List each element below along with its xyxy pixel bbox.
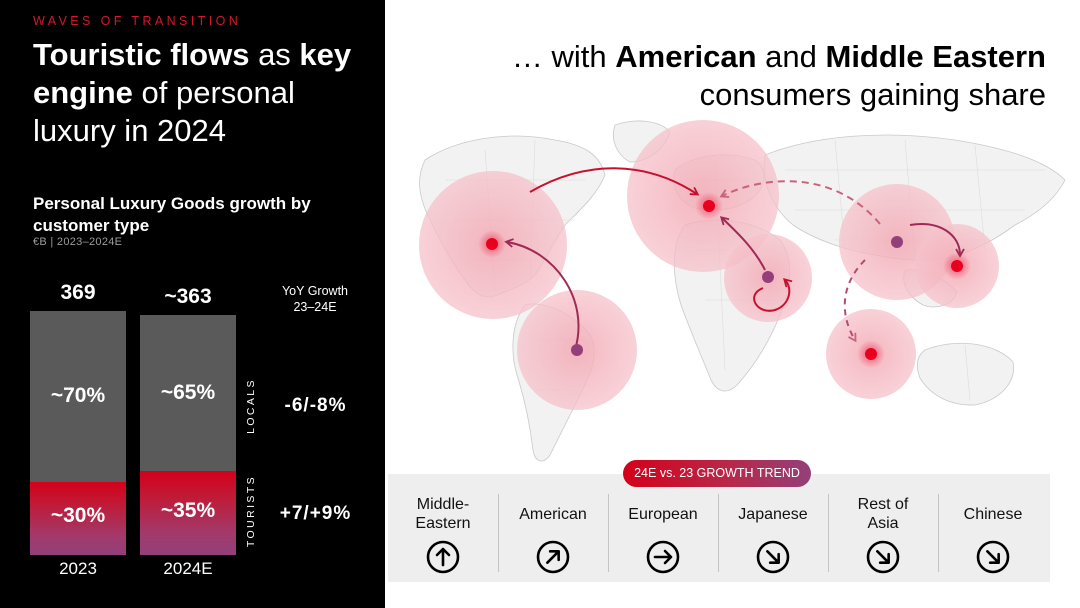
dot-europe bbox=[703, 200, 715, 212]
left-panel: WAVES OF TRANSITION Touristic flows as k… bbox=[0, 0, 385, 608]
chart-title: Personal Luxury Goods growth by customer… bbox=[33, 194, 311, 235]
flow-arrows bbox=[504, 167, 965, 351]
arrow-middleeast-loop bbox=[753, 278, 793, 312]
bar-category-label: 2024E bbox=[163, 559, 213, 578]
growth-trend-pill: 24E vs. 23 GROWTH TREND bbox=[623, 460, 811, 487]
trend-segment-japanese: Japanese bbox=[718, 494, 828, 574]
bar-pct-locals: ~70% bbox=[50, 384, 106, 408]
dot-south-america bbox=[571, 344, 583, 356]
headline-part2: as bbox=[249, 37, 300, 72]
kicker: WAVES OF TRANSITION bbox=[33, 14, 242, 28]
headline-part1: Touristic flows bbox=[33, 37, 250, 72]
headline-part4: of personal luxury in 2024 bbox=[33, 75, 295, 148]
trend-segment-label: Rest of Asia bbox=[857, 496, 909, 532]
trend-divider bbox=[608, 494, 609, 572]
trend-segment-chinese: Chinese bbox=[938, 494, 1048, 574]
trend-divider bbox=[718, 494, 719, 572]
trend-arrow-icon bbox=[866, 540, 900, 574]
trend-arrow-icon bbox=[426, 540, 460, 574]
dot-americas bbox=[486, 238, 498, 250]
bar-segment-tourists: ~30% bbox=[30, 481, 126, 555]
trend-arrow-icon bbox=[536, 540, 570, 574]
right-title-part1: … with bbox=[511, 39, 616, 74]
trend-segment-rest-of-asia: Rest of Asia bbox=[828, 494, 938, 574]
trend-divider bbox=[498, 494, 499, 572]
right-title-part4: Middle Eastern bbox=[825, 39, 1047, 74]
yoy-header: YoY Growth 23–24E bbox=[281, 284, 348, 314]
trend-segment-label: European bbox=[628, 505, 698, 523]
dot-china bbox=[891, 236, 903, 248]
dot-middle-east bbox=[762, 271, 774, 283]
trend-divider bbox=[938, 494, 939, 572]
trend-arrow-icon bbox=[756, 540, 790, 574]
dot-japan bbox=[951, 260, 963, 272]
trend-segment-label: American bbox=[519, 505, 587, 523]
arrow-southamerica-to-americas bbox=[504, 238, 580, 351]
headline: Touristic flows as key engine of persona… bbox=[33, 36, 378, 150]
trend-segment-middle-eastern: Middle-Eastern bbox=[388, 494, 498, 574]
bar-segment-locals: ~65% bbox=[140, 314, 236, 471]
arrow-middleeast-to-europe bbox=[719, 216, 766, 271]
trend-divider bbox=[828, 494, 829, 572]
trend-segment-american: American bbox=[498, 494, 608, 574]
trend-arrow-icon bbox=[646, 540, 680, 574]
arrow-china-to-rest-of-asia bbox=[843, 259, 866, 343]
right-title: … with American and Middle Eastern consum… bbox=[512, 38, 1046, 114]
trend-arrow-icon bbox=[976, 540, 1010, 574]
series-label-locals: LOCALS bbox=[245, 378, 257, 434]
yoy-tourists: +7/+9% bbox=[279, 503, 352, 524]
arrow-china-to-japan bbox=[909, 223, 965, 258]
trend-segment-label: Japanese bbox=[738, 505, 808, 523]
bar-pct-locals: ~65% bbox=[160, 380, 216, 404]
series-label-tourists: TOURISTS bbox=[245, 474, 257, 548]
right-title-part5: consumers gaining share bbox=[699, 77, 1046, 112]
dot-rest-of-asia bbox=[865, 348, 877, 360]
bar-segment-tourists: ~35% bbox=[140, 470, 236, 555]
arrow-americas-to-europe bbox=[529, 167, 700, 196]
bar-category-label: 2023 bbox=[59, 559, 97, 578]
continent-australia bbox=[916, 342, 1014, 406]
trend-segment-european: European bbox=[608, 494, 718, 574]
chart-unit: €B | 2023–2024E bbox=[33, 236, 123, 248]
bar-pct-tourists: ~35% bbox=[160, 498, 216, 522]
trend-segment-label: Middle-Eastern bbox=[415, 496, 471, 532]
headline-part3: key engine bbox=[33, 37, 352, 110]
bar-segment-locals: ~70% bbox=[30, 311, 126, 482]
bar-total-label: 369 bbox=[60, 281, 96, 304]
region-dots bbox=[478, 192, 971, 368]
trend-segment-label: Chinese bbox=[963, 505, 1023, 523]
right-title-part2: American bbox=[615, 39, 757, 74]
bar-total-label: ~363 bbox=[164, 284, 212, 308]
world-map bbox=[419, 120, 1066, 462]
yoy-locals: -6/-8% bbox=[284, 395, 347, 416]
right-title-part3: and bbox=[756, 39, 826, 74]
bar-pct-tourists: ~30% bbox=[50, 504, 106, 528]
